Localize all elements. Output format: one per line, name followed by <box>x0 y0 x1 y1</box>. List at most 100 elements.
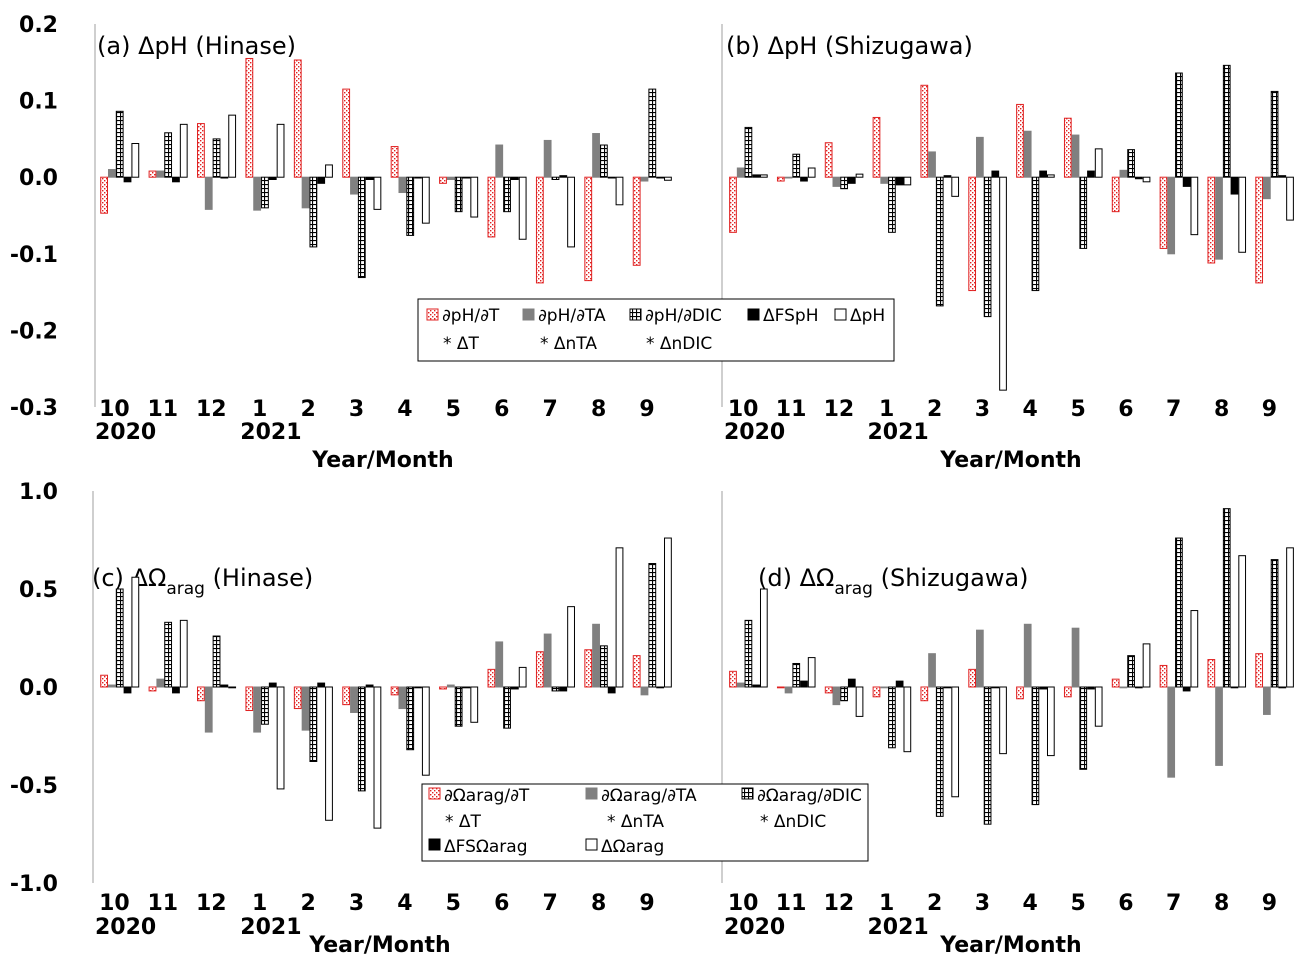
bar-series-0-month-9 <box>1159 664 1168 688</box>
bar-series-2-month-6 <box>1031 176 1040 292</box>
bar-series-1-month-1 <box>784 686 793 694</box>
x-tick-label: 3 <box>975 397 990 422</box>
bar-series-2-month-11 <box>648 563 657 688</box>
bar-series-2-month-3 <box>261 686 269 725</box>
y-tick-label: -0.2 <box>10 319 58 344</box>
bar-series-2-month-2 <box>212 635 221 688</box>
bar-series-3-month-0 <box>123 686 132 694</box>
legend-note: * ΔnDIC <box>646 334 712 354</box>
bar-series-0-month-2 <box>197 686 205 702</box>
bar-series-1-month-5 <box>976 136 984 178</box>
x-tick-label: 10 <box>728 397 759 422</box>
bar-series-2-month-4 <box>935 686 944 817</box>
bar-series-3-month-2 <box>847 176 856 184</box>
bar-series-3-month-11 <box>1278 175 1287 178</box>
bar-series-3-month-3 <box>268 176 277 180</box>
legend-swatch-0 <box>426 308 439 321</box>
legend-swatch-2 <box>629 308 642 321</box>
bar-series-0-month-9 <box>535 176 544 284</box>
bar-series-1-month-3 <box>253 686 262 733</box>
year-label: 2021 <box>240 420 301 445</box>
bar-series-3-month-2 <box>220 176 229 179</box>
year-label: 2020 <box>95 915 156 940</box>
legend-entry: ∂pH/∂T <box>442 306 500 326</box>
bar-series-4-month-8 <box>518 666 527 688</box>
bar-series-2-month-4 <box>935 176 944 307</box>
bar-series-3-month-10 <box>607 686 616 694</box>
bar-series-3-month-1 <box>800 176 808 182</box>
y-tick-label: 0.1 <box>19 90 58 115</box>
panel-a-hinase-ph: (a) ΔpH (Hinase) -0.3 -0.2 -0.1 0.0 0.1 0.2 10… <box>10 13 672 473</box>
bar-series-3-month-4 <box>317 176 326 184</box>
bar-series-0-month-3 <box>872 116 881 178</box>
bar-series-0-month-0 <box>100 176 109 214</box>
legend-swatch-2 <box>741 787 754 800</box>
x-tick-label: 5 <box>446 397 461 422</box>
bar-series-2-month-8 <box>1127 149 1135 178</box>
bar-series-3-month-10 <box>607 176 616 179</box>
bar-series-0-month-10 <box>1207 176 1216 264</box>
legend-note: * ΔnDIC <box>760 812 826 832</box>
bar-series-3-month-6 <box>1039 686 1047 690</box>
bar-series-4-month-7 <box>1094 148 1103 178</box>
bar-series-4-month-8 <box>518 176 527 240</box>
bar-series-1-month-7 <box>1071 627 1080 688</box>
bar-series-1-month-9 <box>1167 176 1176 255</box>
bar-series-0-month-5 <box>342 88 351 178</box>
bar-series-3-month-11 <box>1278 686 1287 689</box>
year-label: 2020 <box>724 915 785 940</box>
bar-series-4-month-3 <box>903 176 912 186</box>
x-tick-label: 4 <box>1023 891 1038 916</box>
bar-series-1-month-11 <box>640 686 649 696</box>
bar-series-4-month-7 <box>470 686 479 723</box>
bar-series-4-month-1 <box>179 619 188 688</box>
bar-series-0-month-1 <box>776 176 785 182</box>
bar-series-3-month-4 <box>943 175 952 178</box>
bar-series-0-month-3 <box>245 686 254 712</box>
bar-series-2-month-10 <box>599 645 608 688</box>
x-tick-label: 6 <box>494 891 509 916</box>
bar-series-4-month-4 <box>951 686 960 798</box>
bar-series-2-month-2 <box>840 176 848 190</box>
x-tick-label: 2 <box>300 891 315 916</box>
x-tick-label: 3 <box>349 397 364 422</box>
bar-series-4-month-8 <box>1142 176 1151 183</box>
bar-series-4-month-5 <box>999 176 1007 391</box>
x-tick-label: 6 <box>1118 891 1133 916</box>
bar-series-3-month-5 <box>365 176 374 180</box>
bar-series-4-month-8 <box>1142 643 1151 688</box>
bar-series-2-month-7 <box>1079 176 1088 249</box>
bar-series-1-month-1 <box>784 176 793 179</box>
legend-swatch-3 <box>747 308 760 321</box>
panel-a-title: (a) ΔpH (Hinase) <box>97 32 296 60</box>
bar-series-1-month-8 <box>495 641 504 688</box>
bar-series-4-month-11 <box>1286 547 1294 688</box>
x-tick-label: 2 <box>927 891 942 916</box>
x-tick-label: 9 <box>639 891 654 916</box>
x-tick-label: 7 <box>1166 397 1181 422</box>
bar-series-4-month-2 <box>855 686 864 717</box>
bar-series-0-month-11 <box>632 655 641 688</box>
bar-series-2-month-5 <box>357 176 366 279</box>
x-axis-title: Year/Month <box>311 448 453 473</box>
panel-c-title-tail: (Hinase) <box>205 564 313 592</box>
bar-series-1-month-4 <box>301 176 310 209</box>
bar-series-4-month-10 <box>1238 555 1247 688</box>
bar-series-1-month-11 <box>1263 686 1271 715</box>
bar-series-1-month-7 <box>446 684 455 688</box>
bar-series-0-month-9 <box>535 651 544 688</box>
x-axis-title: Year/Month <box>308 933 450 957</box>
bar-series-0-month-5 <box>968 176 977 292</box>
x-tick-label: 9 <box>1262 891 1277 916</box>
x-tick-label: 4 <box>397 891 412 916</box>
bar-series-2-month-3 <box>888 176 896 233</box>
bar-series-4-month-11 <box>664 176 672 181</box>
x-tick-label: 7 <box>543 891 558 916</box>
legend-omega: ∂Ωarag/∂T ∂Ωarag/∂TA ∂Ωarag/∂DIC ΔFSΩarag ΔΩ… <box>421 783 869 862</box>
bar-series-3-month-1 <box>800 680 808 688</box>
bar-series-4-month-6 <box>1046 686 1055 757</box>
bar-series-1-month-9 <box>543 633 552 688</box>
bar-series-2-month-1 <box>164 621 173 688</box>
bar-series-0-month-4 <box>293 686 302 710</box>
